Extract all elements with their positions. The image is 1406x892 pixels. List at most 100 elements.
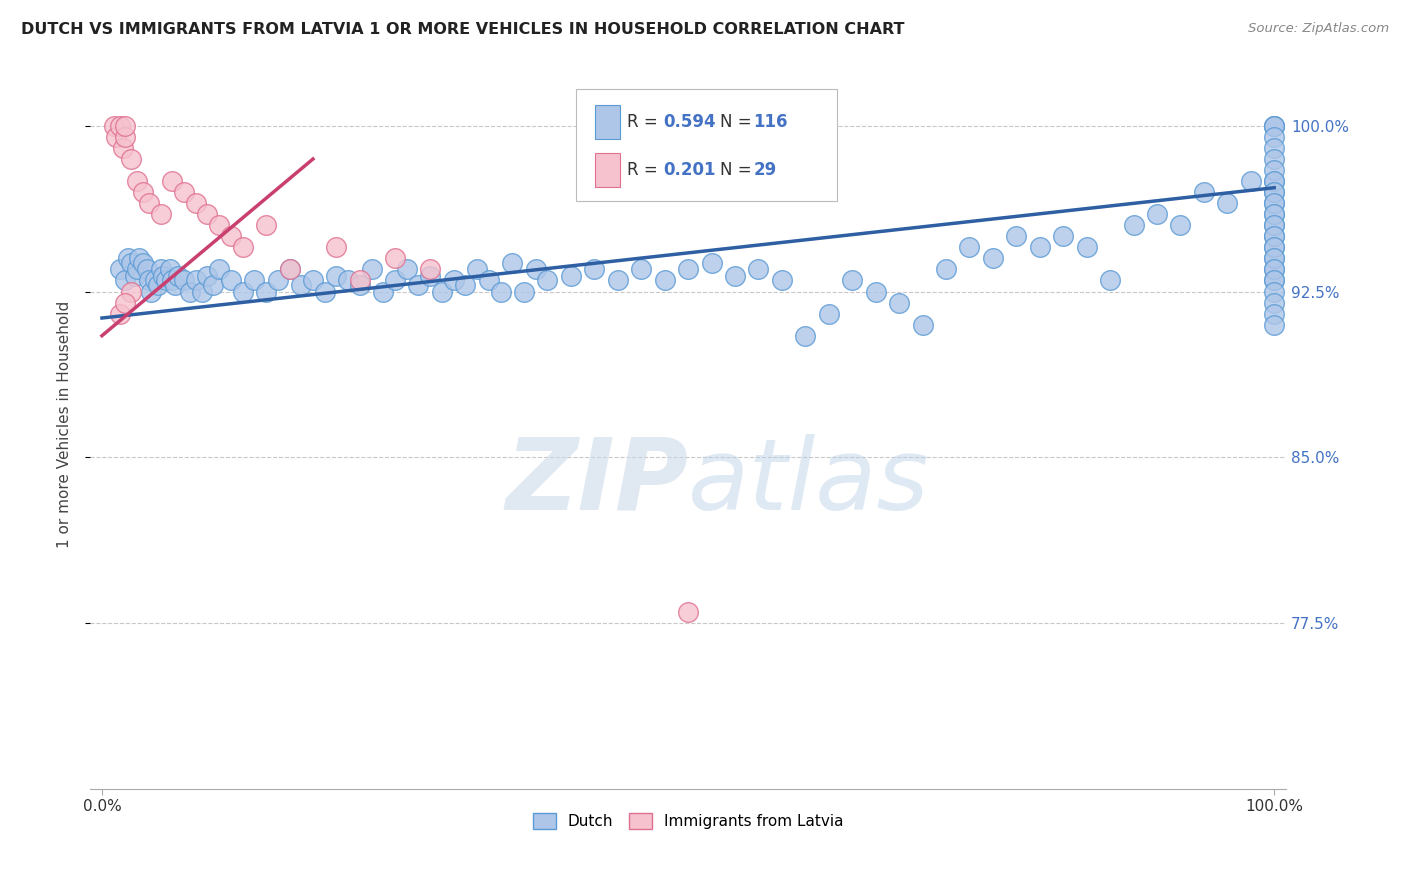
Point [1263, 207, 1285, 221]
Point [232, 285, 254, 299]
Point [254, 219, 277, 233]
Y-axis label: 1 or more Vehicles in Household: 1 or more Vehicles in Household [58, 301, 72, 548]
Point [676, 605, 699, 619]
Point [1216, 196, 1239, 211]
Point [117, 252, 139, 266]
Point [197, 268, 219, 283]
Point [208, 262, 231, 277]
Point [124, 268, 146, 283]
Point [911, 318, 934, 332]
Point [1263, 295, 1285, 310]
Point [108, 307, 131, 321]
Point [103, 119, 125, 133]
Point [325, 268, 347, 283]
Point [349, 277, 371, 292]
Point [1099, 273, 1122, 287]
Point [132, 185, 155, 199]
Point [1263, 229, 1285, 244]
Point [1263, 219, 1285, 233]
Point [349, 273, 371, 287]
Point [1263, 196, 1285, 211]
Point [443, 273, 465, 287]
Point [1263, 240, 1285, 254]
Point [654, 273, 676, 287]
Point [1263, 252, 1285, 266]
Point [184, 196, 207, 211]
Point [114, 129, 136, 144]
Point [114, 273, 136, 287]
Point [128, 252, 150, 266]
Point [108, 262, 131, 277]
Point [1263, 119, 1285, 133]
Point [143, 273, 166, 287]
Point [325, 240, 347, 254]
Point [243, 273, 266, 287]
Point [489, 285, 512, 299]
Point [173, 273, 195, 287]
Point [1263, 141, 1285, 155]
Point [1263, 185, 1285, 199]
Point [1263, 273, 1285, 287]
Point [155, 273, 177, 287]
Text: R =: R = [627, 113, 664, 131]
Point [135, 262, 157, 277]
Point [501, 256, 523, 270]
Point [560, 268, 582, 283]
Point [219, 229, 242, 244]
Point [302, 273, 325, 287]
Point [1263, 262, 1285, 277]
Text: N =: N = [720, 161, 756, 179]
Point [149, 207, 172, 221]
Point [254, 285, 277, 299]
Point [794, 328, 817, 343]
Point [162, 174, 184, 188]
Point [167, 268, 190, 283]
Point [159, 262, 181, 277]
Point [981, 252, 1004, 266]
Text: 0.594: 0.594 [664, 113, 716, 131]
Point [1263, 119, 1285, 133]
Point [384, 273, 406, 287]
Point [384, 252, 406, 266]
Point [132, 256, 155, 270]
Point [700, 256, 723, 270]
Point [454, 277, 477, 292]
Point [290, 277, 312, 292]
Text: 0.201: 0.201 [664, 161, 716, 179]
Point [1263, 174, 1285, 188]
Point [935, 262, 957, 277]
Point [278, 262, 301, 277]
Point [138, 273, 160, 287]
Point [478, 273, 501, 287]
Point [278, 262, 301, 277]
Point [747, 262, 769, 277]
Point [1029, 240, 1052, 254]
Text: N =: N = [720, 113, 756, 131]
Text: atlas: atlas [688, 434, 929, 531]
Text: R =: R = [627, 161, 664, 179]
Point [1263, 174, 1285, 188]
Point [127, 262, 149, 277]
Point [1263, 262, 1285, 277]
Text: 116: 116 [754, 113, 789, 131]
Point [120, 256, 142, 270]
Point [202, 277, 225, 292]
Point [173, 185, 195, 199]
Text: ZIP: ZIP [505, 434, 688, 531]
Point [1263, 252, 1285, 266]
Point [1263, 207, 1285, 221]
Point [138, 196, 160, 211]
Point [163, 277, 186, 292]
Point [513, 285, 536, 299]
Point [583, 262, 606, 277]
Point [419, 268, 441, 283]
Point [1263, 318, 1285, 332]
Point [536, 273, 558, 287]
Point [267, 273, 290, 287]
Point [105, 129, 128, 144]
Point [606, 273, 628, 287]
Point [112, 141, 135, 155]
Point [197, 207, 219, 221]
Point [190, 285, 212, 299]
Text: Source: ZipAtlas.com: Source: ZipAtlas.com [1249, 22, 1389, 36]
